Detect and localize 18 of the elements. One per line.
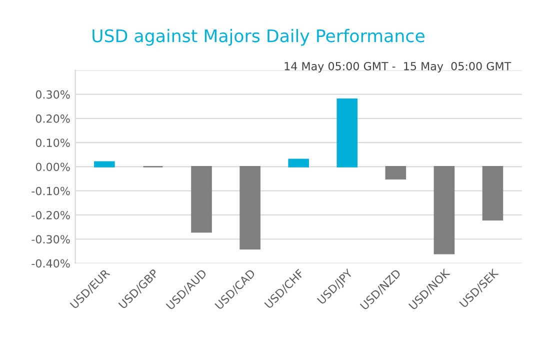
bar bbox=[336, 98, 358, 168]
y-tick-label: -0.20% bbox=[32, 210, 70, 220]
y-tick-label: -0.10% bbox=[32, 186, 70, 196]
y-tick-label: -0.30% bbox=[32, 235, 70, 244]
y-tick-label: 0.00% bbox=[36, 162, 70, 172]
bar bbox=[385, 166, 406, 180]
bar bbox=[434, 166, 455, 254]
chart-title: USD against Majors Daily Performance bbox=[92, 28, 424, 46]
bar bbox=[288, 158, 309, 168]
y-tick-label: -0.40% bbox=[32, 259, 70, 268]
bar bbox=[191, 166, 212, 233]
bar bbox=[94, 161, 115, 168]
y-tick-label: 0.30% bbox=[36, 90, 70, 99]
chart-subtitle: 14 May 05:00 GMT - 15 May 05:00 GMT bbox=[284, 62, 512, 73]
bar bbox=[482, 166, 504, 221]
y-tick-label: 0.20% bbox=[36, 114, 70, 123]
y-tick-label: 0.10% bbox=[36, 138, 70, 147]
bar bbox=[240, 166, 260, 250]
